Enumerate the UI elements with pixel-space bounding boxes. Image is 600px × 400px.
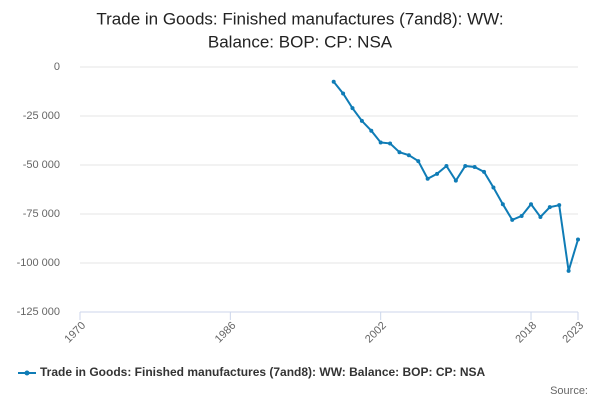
x-tick-label: 2002 <box>363 320 389 346</box>
y-tick-label: -50 000 <box>23 159 60 171</box>
y-tick-label: -25 000 <box>23 110 60 122</box>
data-point <box>435 171 440 176</box>
data-point <box>463 163 468 168</box>
chart-title: Trade in Goods: Finished manufactures (7… <box>96 9 503 28</box>
data-point <box>378 140 383 145</box>
data-point <box>566 268 571 273</box>
data-point <box>388 141 393 146</box>
data-point <box>331 79 336 84</box>
data-point <box>519 213 524 218</box>
data-point <box>500 202 505 207</box>
data-point <box>425 176 430 181</box>
data-point <box>510 217 515 222</box>
data-point <box>547 205 552 210</box>
data-point <box>406 153 411 158</box>
data-point <box>576 237 580 242</box>
data-point <box>359 118 364 123</box>
data-point <box>538 214 543 219</box>
data-point <box>557 203 562 208</box>
data-point <box>416 159 421 164</box>
data-point <box>369 128 374 133</box>
data-point <box>482 169 487 174</box>
x-tick-label: 2023 <box>560 320 586 346</box>
data-point <box>453 178 458 183</box>
data-point <box>491 185 496 190</box>
source: Source: <box>550 385 588 397</box>
data-point <box>444 163 449 168</box>
legend-symbol <box>24 370 30 376</box>
y-tick-label: -125 000 <box>17 306 60 318</box>
y-tick-label: -75 000 <box>23 208 60 220</box>
y-tick-label: 0 <box>54 61 60 73</box>
x-tick-label: 2018 <box>513 320 539 346</box>
data-point <box>350 106 355 111</box>
x-tick-label: 1970 <box>62 320 88 346</box>
legend-label: Trade in Goods: Finished manufactures (7… <box>40 365 486 379</box>
data-point <box>472 164 477 169</box>
x-tick-label: 1986 <box>213 320 239 346</box>
data-point <box>341 91 346 96</box>
data-point <box>529 202 534 207</box>
data-line <box>332 81 579 272</box>
chart-title: Balance: BOP: CP: NSA <box>208 32 393 51</box>
y-tick-label: -100 000 <box>17 257 60 269</box>
data-point <box>397 150 402 155</box>
